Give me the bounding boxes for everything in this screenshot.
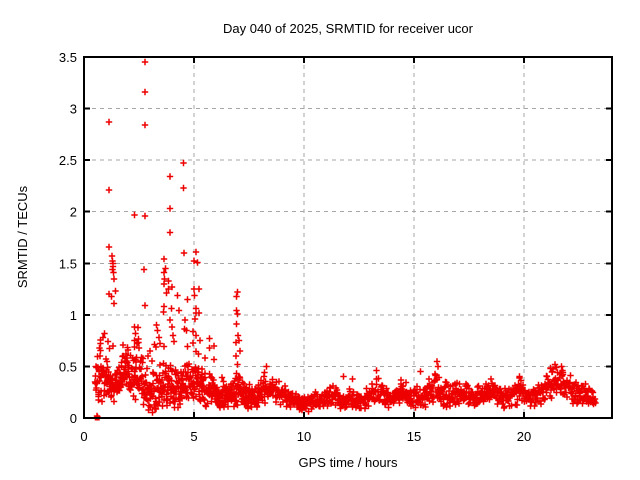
x-tick-label: 5 [190,429,197,444]
x-tick-label: 20 [517,429,531,444]
y-axis-label: SRMTID / TECUs [15,185,30,288]
y-tick-label: 2 [70,205,77,220]
x-tick-label: 10 [297,429,311,444]
y-tick-label: 0 [70,411,77,426]
y-tick-label: 1 [70,308,77,323]
y-tick-label: 3 [70,102,77,117]
y-tick-label: 1.5 [59,256,77,271]
chart-title: Day 040 of 2025, SRMTID for receiver uco… [223,21,474,36]
x-tick-label: 0 [80,429,87,444]
plot-border [83,56,613,419]
grid-lines [84,57,612,418]
tick-marks [83,56,612,419]
scatter-markers [91,58,599,421]
y-tick-label: 2.5 [59,153,77,168]
x-axis-label: GPS time / hours [299,455,398,470]
data-points [91,58,599,421]
y-tick-label: 3.5 [59,50,77,65]
tick-labels: 0 5 10 15 20 0 0.5 1 1.5 2 2.5 3 3.5 [59,50,531,444]
y-tick-label: 0.5 [59,359,77,374]
x-tick-label: 15 [407,429,421,444]
